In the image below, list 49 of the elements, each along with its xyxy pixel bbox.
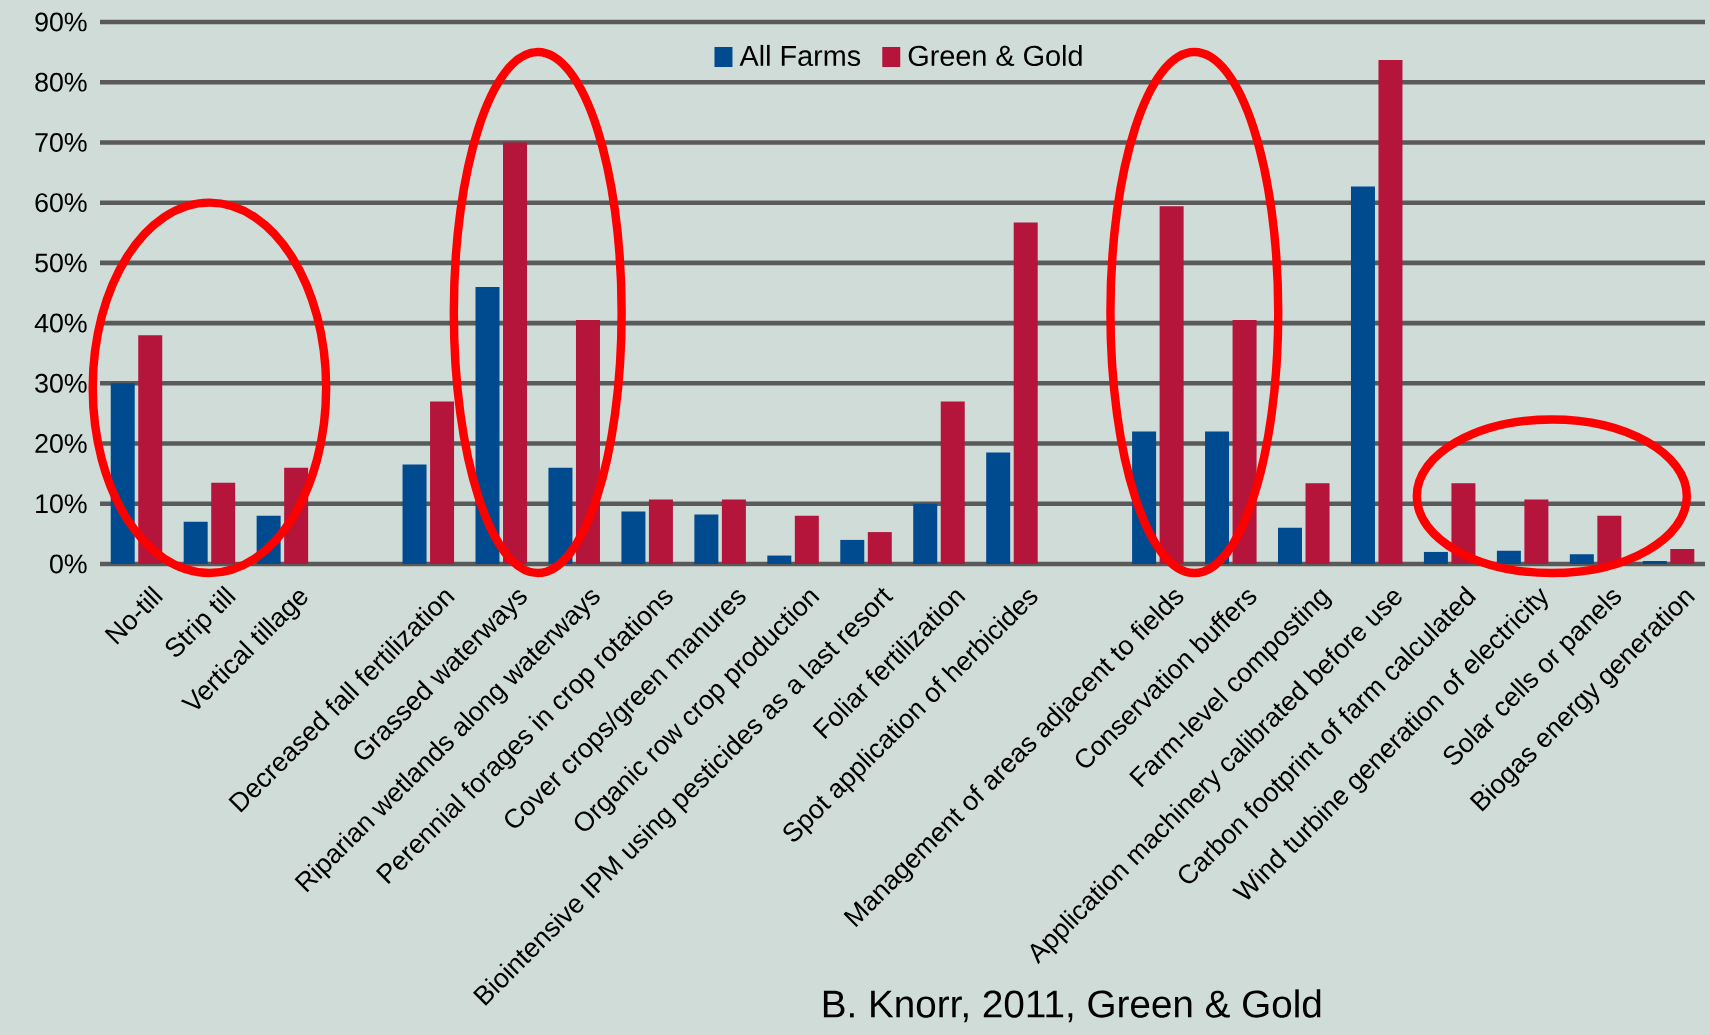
bar <box>767 555 792 564</box>
y-tick-label: 0% <box>50 554 87 574</box>
legend-label: All Farms <box>739 44 861 67</box>
bar <box>840 539 865 564</box>
bar <box>867 532 892 564</box>
y-tick-label: 90% <box>35 12 87 32</box>
bar <box>402 464 427 564</box>
bar <box>986 452 1011 564</box>
bar <box>1378 59 1403 564</box>
bar <box>1524 499 1549 564</box>
y-tick-label: 80% <box>35 72 87 92</box>
bar <box>1670 548 1695 564</box>
bar <box>1013 222 1038 564</box>
y-tick-label: 50% <box>35 253 87 273</box>
legend-label: Green & Gold <box>908 44 1082 67</box>
bar <box>475 286 500 564</box>
bar <box>1232 320 1257 564</box>
bar <box>575 320 600 564</box>
bar <box>1642 560 1667 564</box>
bar <box>1597 515 1622 564</box>
bar <box>548 467 573 564</box>
bar <box>940 401 965 564</box>
y-tick-label: 10% <box>36 494 87 514</box>
bar <box>694 514 719 564</box>
bar <box>648 499 673 564</box>
bar <box>1305 483 1330 564</box>
bar <box>430 401 455 564</box>
text: B. Knorr, 2011, Green & Gold <box>823 989 1321 1023</box>
bar <box>211 482 236 564</box>
bar <box>1159 206 1184 564</box>
bar <box>913 503 938 564</box>
bar <box>138 335 163 564</box>
bar <box>1569 554 1594 564</box>
y-tick-label: 20% <box>35 434 87 454</box>
bar <box>1205 431 1230 564</box>
bar <box>1496 550 1521 564</box>
y-tick-label: 40% <box>34 313 87 333</box>
y-tick-label: 30% <box>35 373 87 393</box>
bar <box>1350 186 1375 564</box>
y-tick-label: 70% <box>35 132 87 152</box>
bar <box>503 142 528 564</box>
bar <box>183 521 208 564</box>
bar <box>721 499 746 564</box>
bar <box>110 383 135 564</box>
bar <box>1423 551 1448 564</box>
bar <box>1278 527 1303 564</box>
bar <box>621 511 646 564</box>
bar <box>794 515 819 564</box>
y-tick-label: 60% <box>35 193 87 213</box>
